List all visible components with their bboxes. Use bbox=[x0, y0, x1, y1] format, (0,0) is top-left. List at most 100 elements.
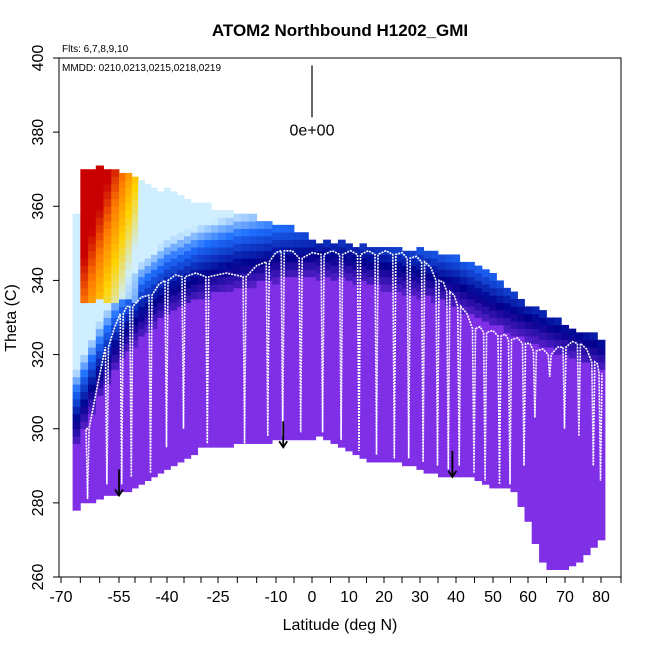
heat-cell bbox=[590, 443, 598, 452]
heat-cell bbox=[225, 224, 234, 233]
heat-cell bbox=[503, 376, 511, 385]
heat-cell bbox=[72, 302, 81, 311]
heat-cell bbox=[190, 439, 198, 448]
heat-cell bbox=[72, 436, 81, 444]
heat-cell bbox=[524, 328, 533, 337]
heat-cell bbox=[359, 273, 367, 281]
heat-cell bbox=[308, 358, 317, 367]
heat-cell bbox=[380, 269, 388, 278]
heat-cell bbox=[489, 310, 497, 318]
heat-cell bbox=[95, 284, 104, 292]
heat-cell bbox=[144, 324, 152, 333]
heat-cell bbox=[131, 324, 139, 333]
heat-cell bbox=[359, 310, 367, 318]
heat-cell bbox=[474, 265, 483, 274]
plot-frame bbox=[58, 57, 622, 578]
heat-cell bbox=[568, 558, 577, 567]
heat-cell bbox=[366, 447, 374, 456]
heat-cell bbox=[170, 413, 178, 422]
heat-cell bbox=[352, 261, 360, 270]
heat-cell bbox=[151, 469, 158, 478]
heat-cell bbox=[531, 506, 540, 515]
heat-cell bbox=[481, 476, 490, 485]
heat-cell bbox=[125, 298, 133, 307]
heat-cell bbox=[373, 454, 381, 463]
heat-cell bbox=[144, 221, 152, 229]
heat-cell bbox=[256, 295, 265, 304]
heat-cell bbox=[402, 361, 410, 370]
heat-cell bbox=[402, 443, 410, 452]
heat-cell bbox=[583, 465, 591, 474]
heat-cell bbox=[95, 425, 104, 433]
heat-cell bbox=[301, 395, 309, 404]
heat-cell bbox=[445, 417, 453, 426]
heat-cell bbox=[553, 562, 562, 570]
heat-cell bbox=[241, 280, 250, 289]
heat-cell bbox=[95, 410, 104, 418]
heat-cell bbox=[177, 232, 185, 241]
heat-cell bbox=[583, 376, 591, 385]
heat-cell bbox=[144, 213, 152, 222]
heat-cell bbox=[211, 387, 219, 396]
heat-cell bbox=[72, 235, 81, 244]
heat-cell bbox=[80, 406, 89, 415]
heat-cell bbox=[503, 317, 511, 326]
heat-cell bbox=[394, 261, 403, 270]
heat-cell bbox=[157, 391, 165, 400]
heat-cell bbox=[380, 380, 388, 389]
heat-cell bbox=[80, 243, 89, 252]
heat-cell bbox=[170, 443, 178, 452]
heat-cell bbox=[546, 339, 555, 348]
heat-cell bbox=[366, 298, 374, 307]
heat-cell bbox=[151, 402, 158, 411]
heat-cell bbox=[184, 287, 192, 296]
heat-cell bbox=[323, 417, 331, 426]
heat-cell bbox=[590, 339, 598, 348]
heat-cell bbox=[402, 406, 410, 415]
heat-cell bbox=[359, 421, 367, 430]
heat-cell bbox=[144, 265, 152, 274]
heat-cell bbox=[157, 354, 165, 363]
heat-cell bbox=[416, 306, 424, 315]
heat-cell bbox=[131, 317, 139, 326]
heat-cell bbox=[387, 365, 396, 374]
heat-cell bbox=[568, 373, 577, 381]
heat-cell bbox=[211, 217, 219, 226]
heat-cell bbox=[359, 399, 367, 407]
heat-cell bbox=[204, 261, 212, 270]
heat-cell bbox=[553, 369, 562, 378]
heat-cell bbox=[144, 206, 152, 215]
heat-cell bbox=[323, 343, 331, 352]
heat-cell bbox=[88, 369, 97, 378]
heat-cell bbox=[315, 428, 324, 437]
heat-cell bbox=[352, 291, 360, 300]
heat-cell bbox=[197, 365, 205, 374]
heat-cell bbox=[459, 298, 468, 307]
heat-cell bbox=[315, 347, 324, 355]
heat-cell bbox=[568, 417, 577, 426]
heat-cell bbox=[144, 436, 152, 444]
heat-cell bbox=[225, 284, 234, 292]
heat-cell bbox=[531, 328, 540, 337]
heat-cell bbox=[95, 165, 104, 174]
heat-cell bbox=[256, 310, 265, 318]
heat-cell bbox=[72, 295, 81, 304]
heat-cell bbox=[233, 265, 242, 274]
heat-cell bbox=[430, 458, 439, 467]
heat-cell bbox=[197, 284, 205, 292]
heat-cell bbox=[583, 391, 591, 400]
heat-cell bbox=[233, 384, 242, 393]
heat-cell bbox=[568, 336, 577, 344]
heat-cell bbox=[131, 347, 139, 355]
heat-cell bbox=[359, 450, 367, 459]
heat-cell bbox=[264, 273, 273, 281]
heat-cell bbox=[241, 258, 250, 266]
heat-cell bbox=[561, 465, 569, 474]
heat-cell bbox=[416, 417, 424, 426]
heat-cell bbox=[345, 295, 353, 304]
heat-cell bbox=[103, 465, 112, 474]
heat-cell bbox=[546, 495, 555, 504]
heat-cell bbox=[380, 402, 388, 411]
heat-cell bbox=[144, 347, 152, 355]
heat-cell bbox=[402, 287, 410, 296]
